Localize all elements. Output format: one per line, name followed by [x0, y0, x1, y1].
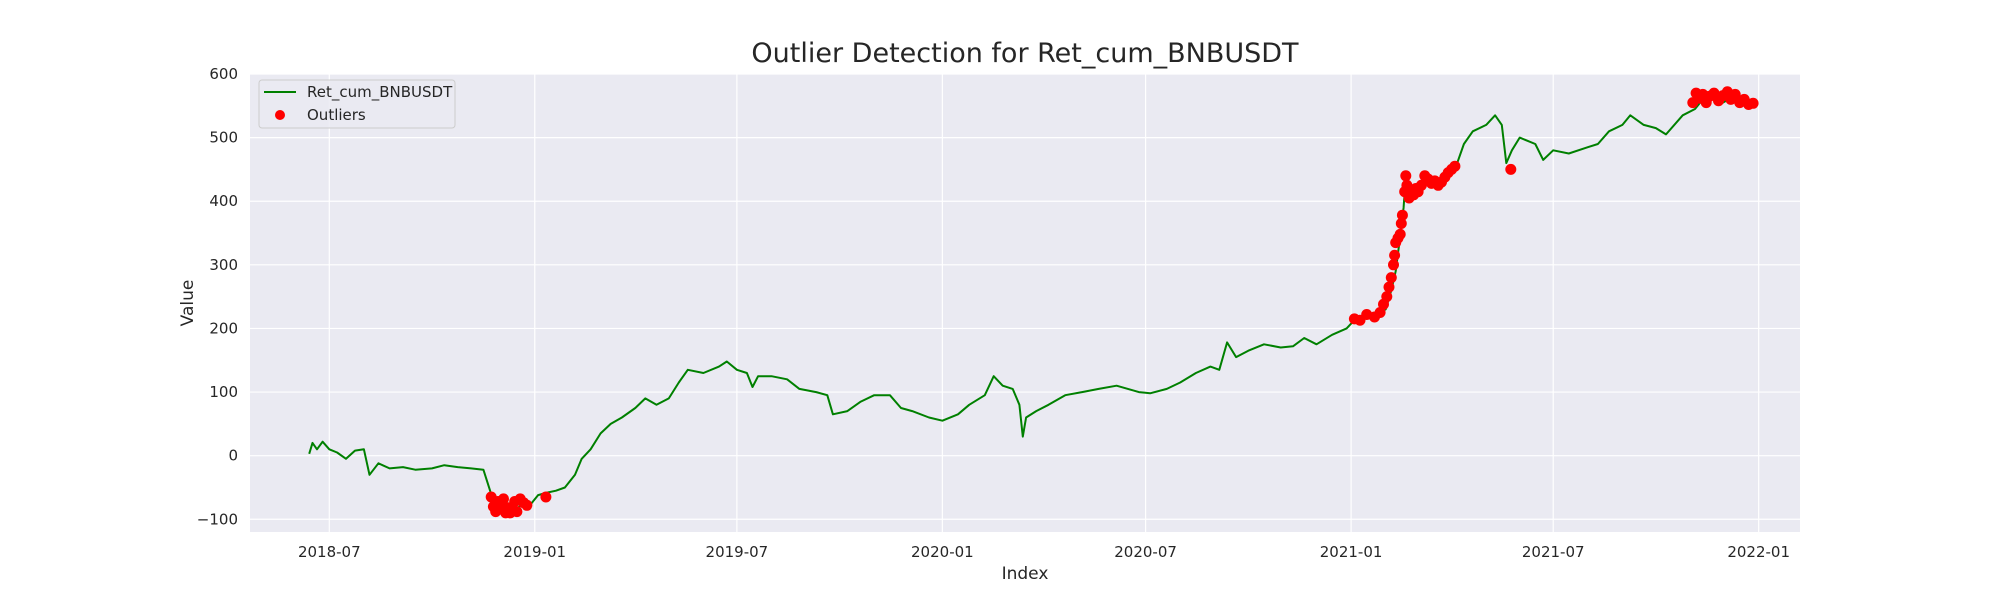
outlier-point — [1449, 160, 1461, 172]
outlier-point — [1729, 88, 1741, 100]
outlier-point — [1394, 228, 1406, 240]
outlier-point — [540, 491, 552, 503]
chart-title: Outlier Detection for Ret_cum_BNBUSDT — [751, 38, 1299, 69]
legend-outlier-swatch — [275, 110, 285, 120]
outlier-point — [1381, 291, 1393, 303]
x-tick-label: 2020-07 — [1114, 543, 1177, 561]
outlier-point — [1395, 218, 1407, 229]
outlier-point — [1383, 281, 1395, 293]
outlier-point — [1396, 209, 1408, 221]
outlier-point — [1385, 272, 1397, 284]
grid — [250, 73, 1800, 532]
x-tick-label: 2019-07 — [706, 543, 769, 561]
x-tick-label: 2019-01 — [503, 543, 566, 561]
y-tick-label: 500 — [209, 129, 238, 147]
x-tick-label: 2020-01 — [911, 543, 974, 561]
y-tick-label: 600 — [209, 65, 238, 83]
y-tick-label: 0 — [228, 447, 238, 465]
outlier-point — [521, 499, 533, 511]
y-tick-label: −100 — [197, 510, 238, 528]
outlier-point — [1388, 259, 1399, 271]
outlier-point — [1505, 163, 1517, 175]
y-tick-label: 100 — [209, 383, 238, 401]
legend-box — [258, 79, 456, 129]
x-axis-ticks: 2018-07 2019-01 2019-07 2020-01 2020-07 2021-… — [298, 543, 1790, 561]
y-axis-ticks: −100 0 100 200 300 400 500 600 — [197, 65, 238, 528]
plot-area — [250, 74, 1800, 532]
x-tick-label: 2021-07 — [1522, 543, 1585, 561]
y-tick-label: 400 — [209, 192, 238, 210]
outlier-point — [1400, 170, 1412, 182]
legend-line-label: Ret_cum_BNBUSDT — [307, 83, 453, 102]
legend-outlier-label: Outliers — [307, 106, 366, 124]
y-axis-label: Value — [178, 280, 198, 327]
x-axis-label: Index — [1002, 564, 1049, 584]
x-tick-label: 2022-01 — [1727, 543, 1790, 561]
outlier-point — [498, 493, 509, 505]
legend: Ret_cum_BNBUSDT Outliers — [258, 79, 456, 129]
outlier-point — [1747, 97, 1759, 109]
x-tick-label: 2018-07 — [298, 543, 361, 561]
y-tick-label: 300 — [209, 256, 238, 274]
outlier-point — [511, 506, 523, 518]
y-tick-label: 200 — [209, 319, 238, 337]
outlier-series — [485, 86, 1759, 519]
x-tick-label: 2021-01 — [1320, 543, 1383, 561]
outlier-point — [1389, 249, 1401, 261]
